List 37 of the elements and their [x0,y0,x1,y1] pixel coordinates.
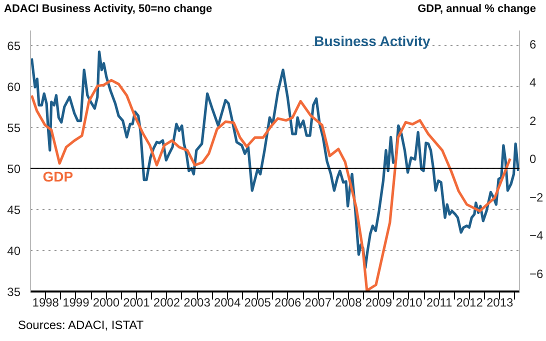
source-note: Sources: ADACI, ISTAT [18,317,144,334]
x-tick-label: 2009 [365,296,392,310]
x-tick-label: 2005 [244,296,272,310]
y2-axis-title: GDP, annual % change [418,2,536,17]
x-tick-label: 2010 [396,296,423,310]
x-tick-label: 2011 [426,296,452,310]
text: Business Activity [314,32,431,49]
y-tick-label: 55 [7,120,21,135]
x-tick-label: 2000 [92,296,120,310]
series-label: GDP [42,168,74,184]
y2-tick-label: 0 [530,152,536,166]
y-axis-title: ADACI Business Activity, 50=no change [4,2,212,17]
y2-tick-label: −2 [530,190,544,204]
x-tick-label: 2006 [274,296,302,310]
y-tick-label: 35 [7,285,21,299]
x-tick-label: 1999 [62,296,90,310]
y-tick-label: 45 [7,202,21,217]
y-tick-label: 60 [7,80,21,94]
x-tick-label: 2007 [304,296,332,310]
y2-tick-label: 4 [530,76,536,90]
x-tick-label: 2001 [123,296,150,310]
x-tick-label: 1998 [32,296,60,310]
line-series [30,50,520,269]
y2-tick-label: −4 [530,228,544,243]
x-tick-label: 2002 [153,296,180,310]
x-tick-label: 2013 [486,296,514,310]
line-series [30,78,512,292]
x-tick-label: 2004 [214,296,241,310]
y2-tick-label: 6 [530,37,536,52]
y-tick-label: 65 [7,38,21,53]
x-tick-label: 2003 [184,296,211,310]
y-tick-label: 40 [7,244,21,258]
y2-tick-label: −6 [530,266,544,281]
x-tick-label: 2012 [456,296,484,310]
y2-tick-label: 2 [530,114,536,128]
y-tick-label: 50 [7,162,21,176]
x-tick-label: 2008 [335,296,362,310]
